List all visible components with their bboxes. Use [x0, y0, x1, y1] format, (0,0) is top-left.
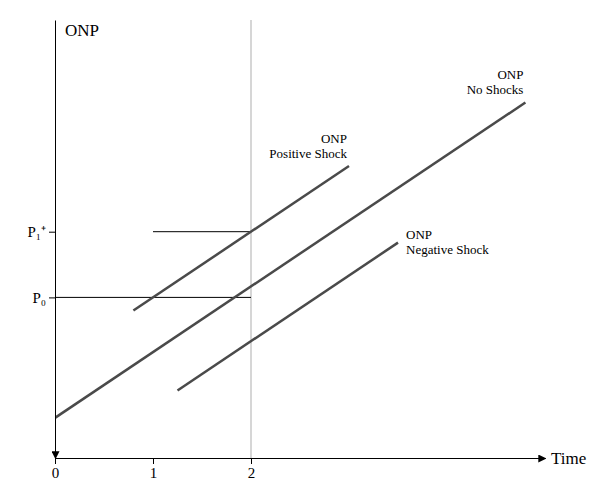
- series-label-line: Positive Shock: [269, 146, 347, 161]
- series-label-line: Negative Shock: [406, 242, 489, 257]
- y-axis: P₀ P₁⁺: [27, 21, 55, 459]
- reference-vline: [250, 20, 252, 458]
- y-axis-line: [55, 21, 56, 459]
- x-axis-title: Time: [551, 449, 586, 468]
- x-tick: 0: [52, 458, 60, 481]
- series-line: [178, 243, 399, 391]
- series-label-line: ONP: [497, 67, 523, 82]
- series-line: [133, 166, 349, 311]
- series-label-line: ONP: [321, 131, 347, 146]
- series-label: ONPPositive Shock: [269, 131, 347, 161]
- x-tick-mark: [55, 458, 56, 464]
- x-tick-mark: [153, 458, 154, 464]
- series-label: ONPNegative Shock: [406, 227, 489, 257]
- chart: 012P₀P₁⁺TimeONPONPNo ShocksONPPositive S…: [0, 0, 600, 498]
- x-tick-label: 1: [150, 465, 158, 481]
- x-tick: 2: [248, 458, 256, 481]
- reference-hline: [153, 231, 251, 232]
- y-tick-label: P₀: [32, 290, 46, 306]
- series-label: ONPNo Shocks: [467, 67, 524, 97]
- x-tick: 1: [150, 458, 158, 481]
- series-line: [55, 102, 525, 417]
- x-axis: 0 1 2: [52, 458, 546, 481]
- x-tick-label: 0: [52, 465, 60, 481]
- y-tick-mark: [49, 232, 55, 233]
- y-axis-title: ONP: [65, 21, 99, 40]
- y-tick: P₁⁺: [27, 224, 55, 240]
- series-label-line: No Shocks: [467, 82, 524, 97]
- y-tick-label: P₁⁺: [27, 224, 46, 240]
- x-tick-mark: [251, 458, 252, 464]
- y-tick: P₀: [32, 290, 55, 306]
- x-tick-label: 2: [248, 465, 256, 481]
- series-label-line: ONP: [406, 227, 432, 242]
- y-tick-mark: [49, 297, 55, 298]
- x-axis-line: [56, 458, 546, 459]
- plot-area: [55, 20, 525, 458]
